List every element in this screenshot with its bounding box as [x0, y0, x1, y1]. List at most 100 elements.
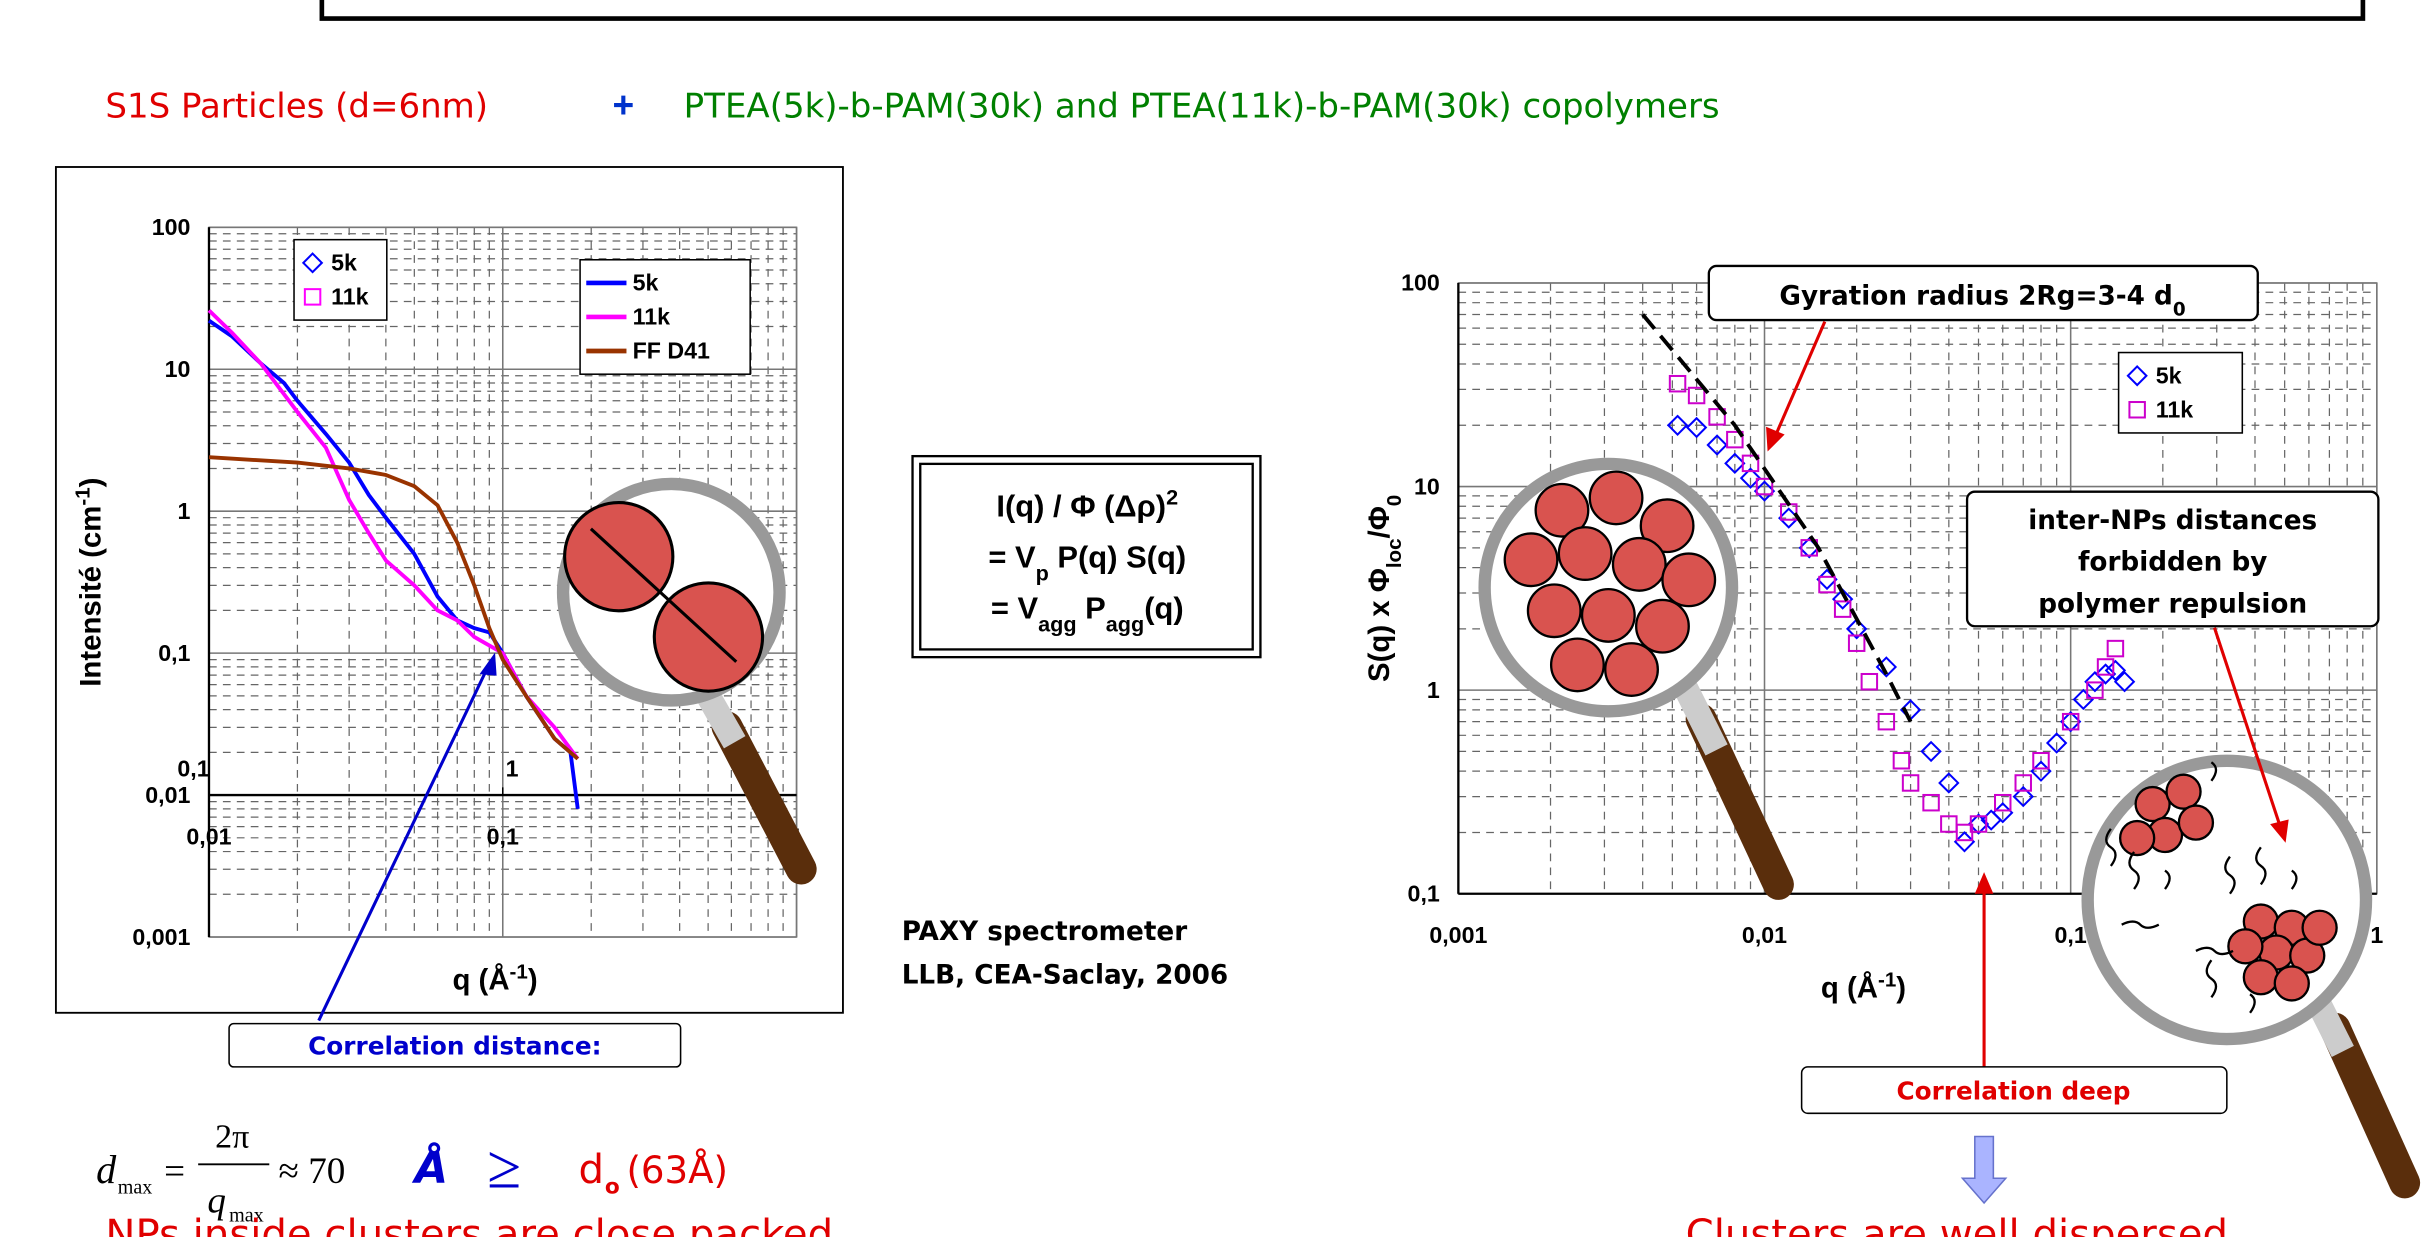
- marker: [1818, 575, 1836, 594]
- marker: [303, 288, 322, 306]
- text-part: = V: [988, 539, 1036, 574]
- marker: [1726, 430, 1744, 449]
- marker: [1845, 618, 1868, 640]
- subtitle-left: S1S Particles (d=6nm): [105, 87, 488, 127]
- annotation-box: [1800, 1066, 2228, 1115]
- eq-part: o: [605, 1175, 620, 1200]
- annotation: Gyration radius 2Rg=3-4 d0: [1779, 282, 2185, 320]
- annotation: Correlation deep: [1896, 1076, 2130, 1105]
- formula-line: = Vp P(q) S(q): [988, 539, 1186, 585]
- marker: [1831, 588, 1854, 610]
- magnifier-left: [556, 477, 817, 885]
- marker: [2094, 663, 2117, 685]
- legend-label: 11k: [633, 304, 671, 330]
- subtitle-right: PTEA(5k)-b-PAM(30k) and PTEA(11k)-b-PAM(…: [684, 87, 1720, 127]
- marker: [301, 252, 324, 274]
- annotation-box: [1707, 264, 2259, 322]
- formula-box: [911, 454, 1262, 659]
- legend-label: 5k: [633, 270, 659, 296]
- marker: [1668, 374, 1687, 393]
- x-axis-label: q (Å-1): [1821, 968, 1906, 1005]
- text-part: /Φ: [1363, 506, 1396, 538]
- magnifier-polymer: [2081, 754, 2421, 1199]
- down-arrow: [1960, 1135, 2008, 1205]
- legend-label: 5k: [2156, 362, 2182, 388]
- marker: [2128, 401, 2146, 419]
- y-axis-label: S(q) x Φloc/Φ0: [1363, 495, 1406, 682]
- y-tick-label: 0,001: [132, 924, 190, 950]
- marker: [1833, 600, 1852, 618]
- y-tick-label: 10: [1414, 473, 1440, 499]
- arrowhead: [1974, 872, 1994, 894]
- marker: [2086, 681, 2104, 699]
- marker: [2113, 671, 2136, 693]
- marker: [2106, 639, 2125, 658]
- text-part: agg: [1106, 611, 1144, 636]
- text-part: ): [75, 478, 108, 488]
- annotation: inter-NPs distances: [2028, 506, 2317, 536]
- marker: [1938, 772, 1960, 794]
- subtitle-plus: +: [613, 84, 635, 126]
- legend-label: 5k: [331, 250, 357, 276]
- y-tick-label: 100: [152, 214, 191, 240]
- marker: [1967, 813, 1990, 835]
- marker: [2059, 710, 2082, 733]
- annotation: forbidden by: [2078, 548, 2267, 578]
- marker: [1953, 831, 1976, 853]
- magnifier-cluster: [1478, 457, 1794, 900]
- instrument-line: PAXY spectrometer: [902, 917, 1188, 947]
- x2-tick-label: 1: [506, 756, 519, 782]
- eq-part: max: [118, 1177, 153, 1199]
- eq-part: Å: [412, 1143, 449, 1194]
- x-tick-label: 0,1: [2055, 922, 2087, 948]
- arrow: [2213, 627, 2281, 825]
- text-part: agg: [1038, 611, 1076, 636]
- eq-part: 2π: [215, 1118, 249, 1155]
- marker: [2032, 752, 2050, 770]
- marker: [2104, 659, 2127, 682]
- marker: [1920, 740, 1942, 763]
- formula-line: I(q) / Φ (Δρ)2: [996, 484, 1178, 524]
- x-tick-label: 0,001: [1429, 922, 1487, 948]
- annotation-box: [228, 1022, 682, 1068]
- annotation: polymer repulsion: [2038, 589, 2307, 619]
- eq-part: d: [579, 1147, 605, 1193]
- text-part: P: [1077, 591, 1106, 626]
- x-tick-label: 1: [2370, 922, 2383, 948]
- text-part: -1: [71, 487, 94, 505]
- marker: [1741, 454, 1760, 473]
- text-part: 2: [1166, 484, 1178, 509]
- marker: [1994, 793, 2012, 812]
- formula-line: = Vagg Pagg(q): [991, 591, 1184, 637]
- marker: [1739, 467, 1762, 489]
- text-part: Gyration radius 2Rg=3-4 d: [1779, 282, 2172, 312]
- y-tick-label: 0,01: [145, 782, 190, 808]
- marker: [1892, 752, 1911, 770]
- marker: [2061, 712, 2080, 731]
- marker: [2014, 774, 2032, 792]
- y-tick-label: 0,1: [1408, 880, 1440, 906]
- arrowhead: [1766, 426, 1785, 452]
- y-axis-label: Intensité (cm-1): [71, 478, 108, 687]
- eq-part: max: [229, 1205, 264, 1227]
- marker: [1685, 416, 1708, 439]
- text-part: -1: [1878, 968, 1896, 991]
- marker: [1724, 452, 1746, 475]
- legend-box: [293, 238, 388, 321]
- x2-tick-label: 0,1: [177, 756, 209, 782]
- marker: [1687, 386, 1706, 405]
- text-part: q (Å: [1821, 971, 1878, 1004]
- text-part: ): [528, 964, 538, 997]
- annotation-box: [1965, 490, 2380, 628]
- eq-part: =: [164, 1151, 185, 1192]
- marker: [1706, 434, 1728, 456]
- marker: [1755, 477, 1774, 496]
- marker: [1969, 815, 1988, 833]
- text-part: loc: [1382, 538, 1405, 568]
- marker: [2096, 658, 2115, 676]
- marker: [1666, 414, 1689, 436]
- text-part: 0: [1382, 495, 1405, 506]
